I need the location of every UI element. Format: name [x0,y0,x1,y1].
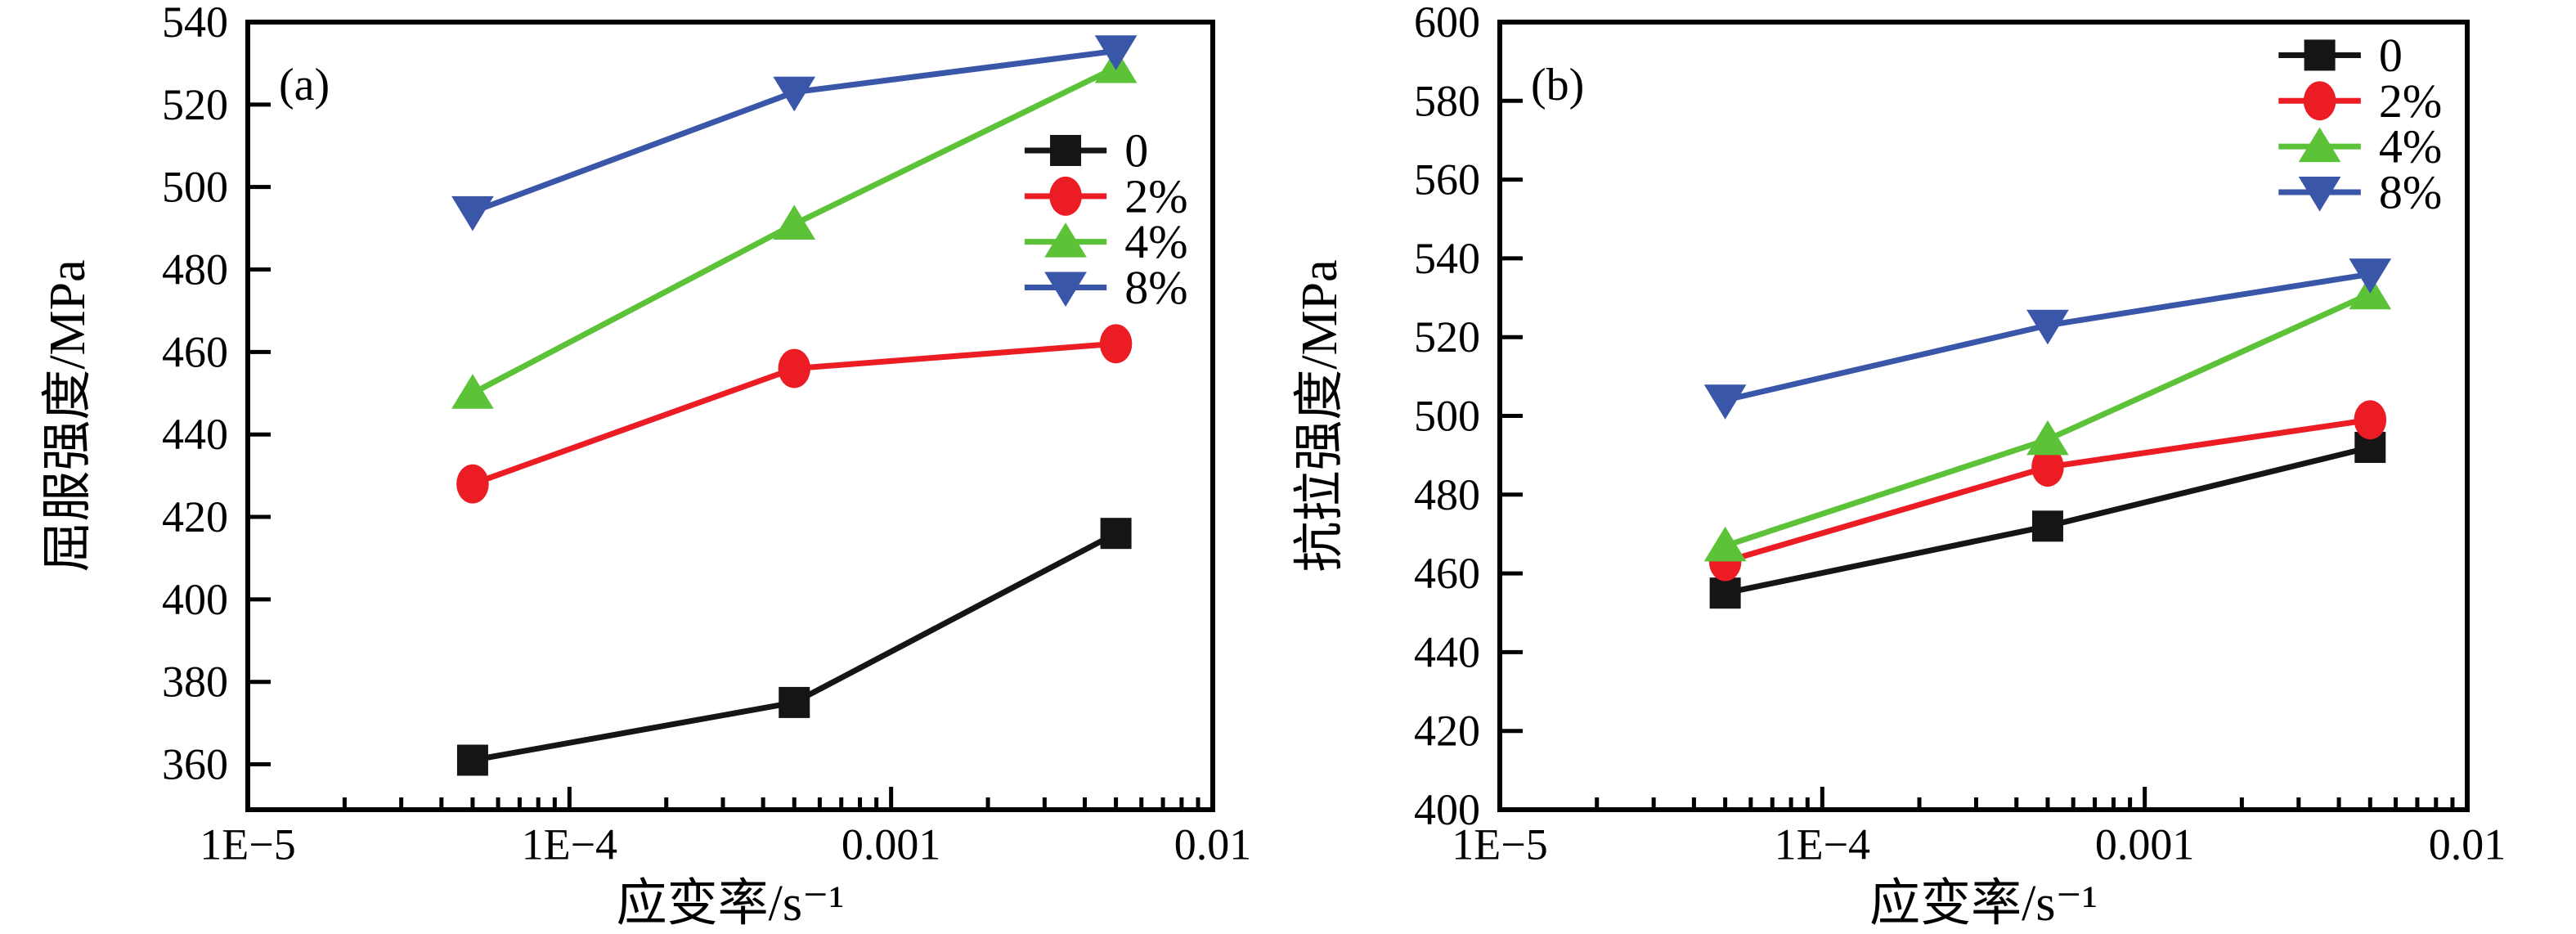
y-tick-label: 360 [162,740,228,789]
y-tick-label: 480 [162,245,228,294]
x-tick-label: 1E−4 [522,819,617,869]
panel-background [1288,0,2576,934]
data-point-marker-8% [1703,384,1747,420]
panel-background [0,0,1288,934]
x-tick-label: 0.001 [841,819,941,869]
legend-swatch-marker [1049,176,1082,216]
y-axis-title: 抗拉强度/MPa [1292,259,1348,572]
y-tick-label: 500 [1414,392,1480,441]
y-tick-label: 520 [1414,312,1480,361]
legend-swatch-marker [1044,222,1087,258]
legend-swatch-marker [1050,134,1082,166]
y-tick-label: 580 [1414,76,1480,125]
x-tick-label: 1E−4 [1775,819,1870,869]
panel-letter-label: (a) [279,60,330,110]
x-tick-label: 1E−5 [200,819,295,869]
data-point-marker-0 [1709,577,1741,609]
data-point-marker-0 [2031,510,2063,542]
legend-label: 2% [1124,169,1187,222]
y-tick-label: 500 [162,163,228,212]
legend-label: 0 [2379,29,2403,82]
panel-letter-label: (b) [1531,60,1584,110]
legend-label: 4% [2379,120,2442,173]
y-tick-label: 380 [162,658,228,707]
legend-label: 4% [1124,215,1187,268]
x-axis-title: 应变率/s⁻¹ [617,876,845,932]
y-tick-label: 540 [1414,234,1480,283]
legend-swatch-marker [1044,272,1087,308]
data-point-marker-2% [778,348,811,388]
data-point-marker-4% [1703,526,1747,562]
legend-swatch-marker [2298,127,2341,163]
panel-a-yield-strength-chart: 360 380 400 420 440 460 480 500 520 540 1E−5 1E−4 0.… [0,0,1288,934]
x-tick-label: 1E−5 [1452,819,1547,869]
legend-label: 8% [1124,261,1187,314]
data-point-marker-0 [456,744,488,776]
y-tick-label: 480 [1414,470,1480,519]
y-tick-label: 600 [1414,0,1480,47]
y-tick-label: 460 [162,327,228,376]
data-point-marker-0 [779,686,810,718]
y-tick-label: 540 [162,0,228,47]
y-tick-label: 400 [162,575,228,624]
x-tick-label: 0.001 [2095,819,2195,869]
legend-label: 0 [1124,123,1148,177]
legend-swatch-marker [2303,81,2336,121]
data-point-marker-8% [2026,309,2069,345]
panel-b-tensile-strength-chart: 400 420 440 460 480 500 520 540 560 580 600 1E−5 1E−… [1288,0,2576,934]
data-point-marker-8% [451,195,494,231]
legend-swatch-marker [2298,177,2341,212]
data-point-marker-4% [451,374,494,409]
legend-swatch-marker [2304,39,2336,71]
data-point-marker-8% [2349,258,2392,294]
legend-label: 8% [2379,166,2442,219]
x-tick-label: 0.01 [2429,819,2506,869]
y-axis-title: 屈服强度/MPa [40,259,96,572]
data-point-marker-0 [1100,518,1132,550]
y-tick-label: 560 [1414,155,1480,204]
data-point-marker-4% [773,204,816,240]
data-point-marker-8% [1094,35,1138,70]
y-tick-label: 440 [162,410,228,459]
y-tick-label: 400 [1414,785,1480,834]
data-point-marker-8% [773,76,816,112]
plot-frame [1497,20,2470,812]
data-point-marker-2% [2354,400,2387,440]
data-point-marker-4% [2026,420,2069,456]
x-axis-title: 应变率/s⁻¹ [1869,876,2098,932]
data-point-marker-2% [1099,324,1133,364]
y-tick-label: 460 [1414,549,1480,598]
x-tick-label: 0.01 [1174,819,1252,869]
legend-label: 2% [2379,74,2442,128]
y-tick-label: 420 [162,492,228,541]
y-tick-label: 440 [1414,627,1480,676]
data-point-marker-2% [456,464,489,504]
plot-frame [245,20,1215,812]
data-point-marker-2% [2031,447,2064,487]
y-tick-label: 420 [1414,707,1480,756]
y-tick-label: 520 [162,80,228,129]
